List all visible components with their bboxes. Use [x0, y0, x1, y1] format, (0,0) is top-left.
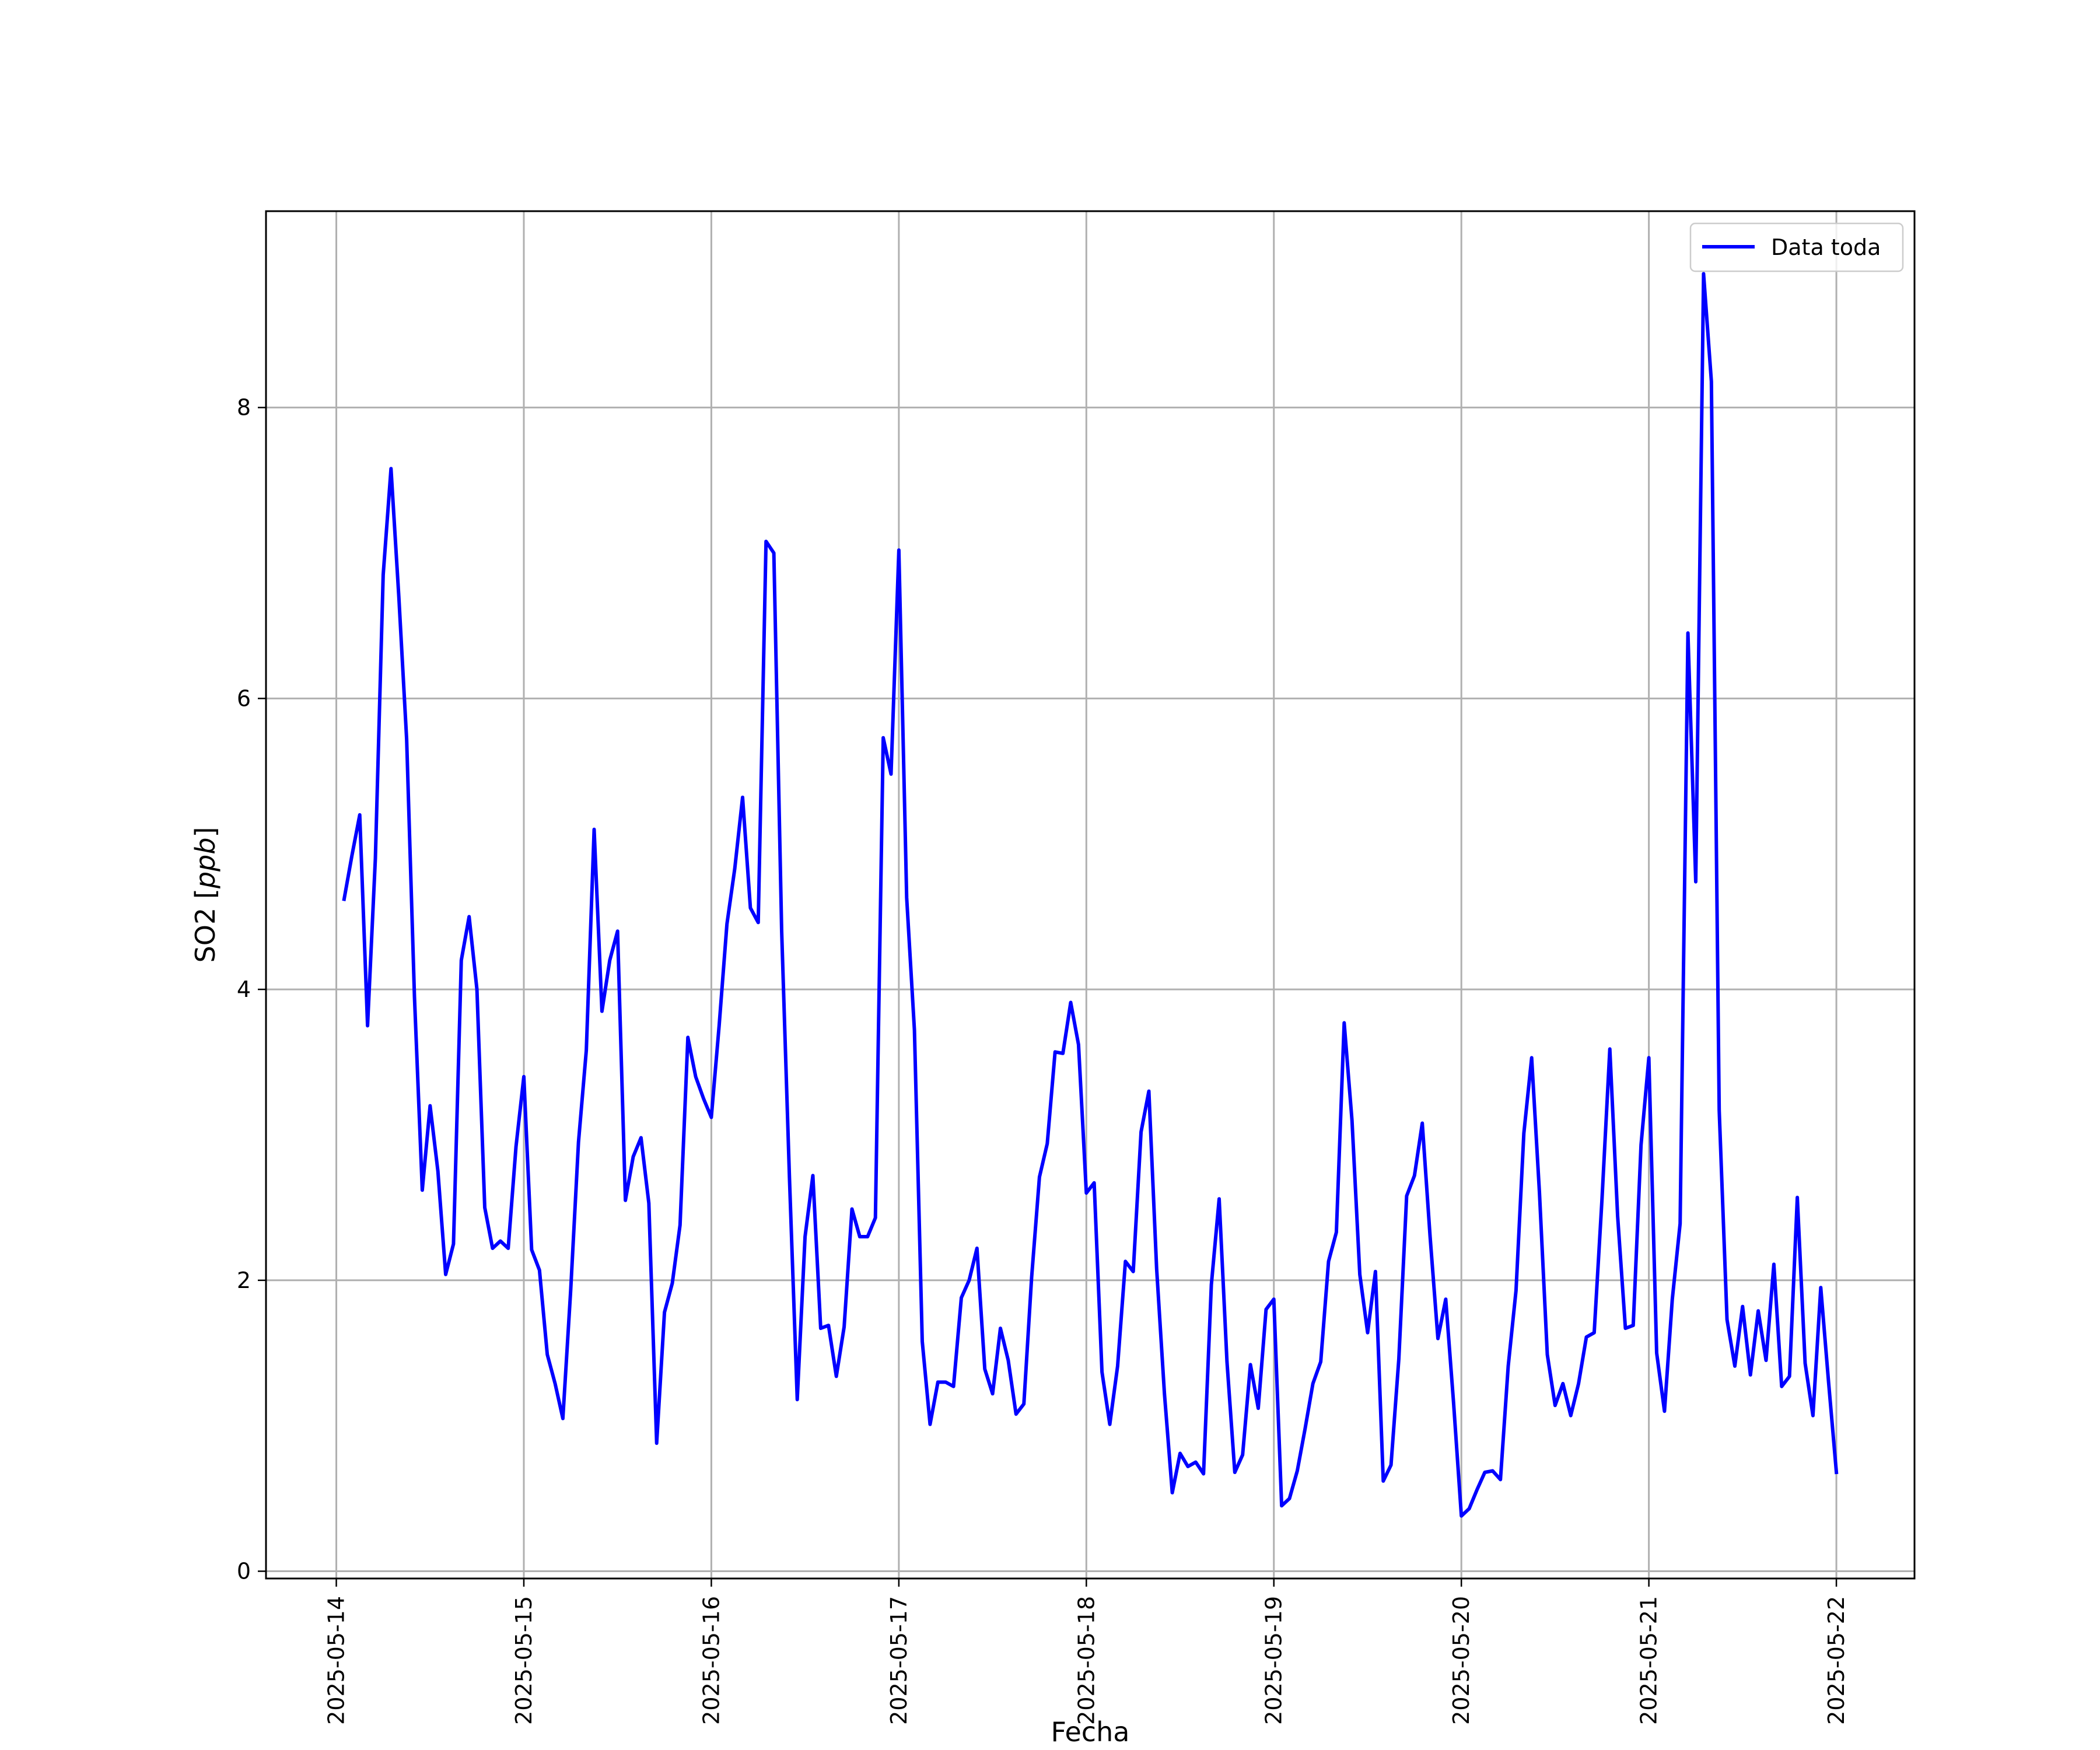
- x-tick-label: 2025-05-20: [1448, 1596, 1474, 1725]
- x-tick-label: 2025-05-19: [1261, 1596, 1287, 1725]
- x-tick-label: 2025-05-15: [511, 1596, 537, 1725]
- legend-box: [1689, 222, 1904, 272]
- legend-label: Data toda: [1771, 235, 1881, 260]
- y-axis-label-prefix: SO2 [: [190, 888, 221, 963]
- x-axis-label: Fecha: [1051, 1716, 1130, 1748]
- y-tick-label: 2: [237, 1268, 251, 1293]
- y-tick-label: 6: [237, 685, 251, 711]
- grid: [266, 211, 1915, 1578]
- y-axis-label-suffix: ]: [190, 827, 221, 838]
- ticks: 2025-05-14 2025-05-15 2025-05-16 2025-05-17…: [237, 395, 1849, 1725]
- x-tick-label: 2025-05-17: [886, 1596, 912, 1725]
- y-axis-label: SO2 [ppb]: [190, 827, 221, 963]
- x-tick-label: 2025-05-21: [1636, 1596, 1662, 1725]
- plot-area-background: [266, 211, 1915, 1578]
- plot-frame: [265, 210, 1916, 1580]
- y-axis-label-unit: ppb: [190, 838, 221, 890]
- series-layer: [342, 272, 1839, 1518]
- y-tick-label: 4: [237, 977, 251, 1002]
- series-line: [342, 272, 1839, 1518]
- x-tick-label: 2025-05-22: [1824, 1596, 1849, 1725]
- legend: Data toda: [1689, 222, 1904, 272]
- y-tick-label: 0: [237, 1559, 251, 1584]
- x-tick-label: 2025-05-14: [324, 1596, 349, 1725]
- x-tick-label: 2025-05-18: [1073, 1596, 1099, 1725]
- y-tick-label: 8: [237, 395, 251, 421]
- x-tick-label: 2025-05-16: [698, 1596, 724, 1725]
